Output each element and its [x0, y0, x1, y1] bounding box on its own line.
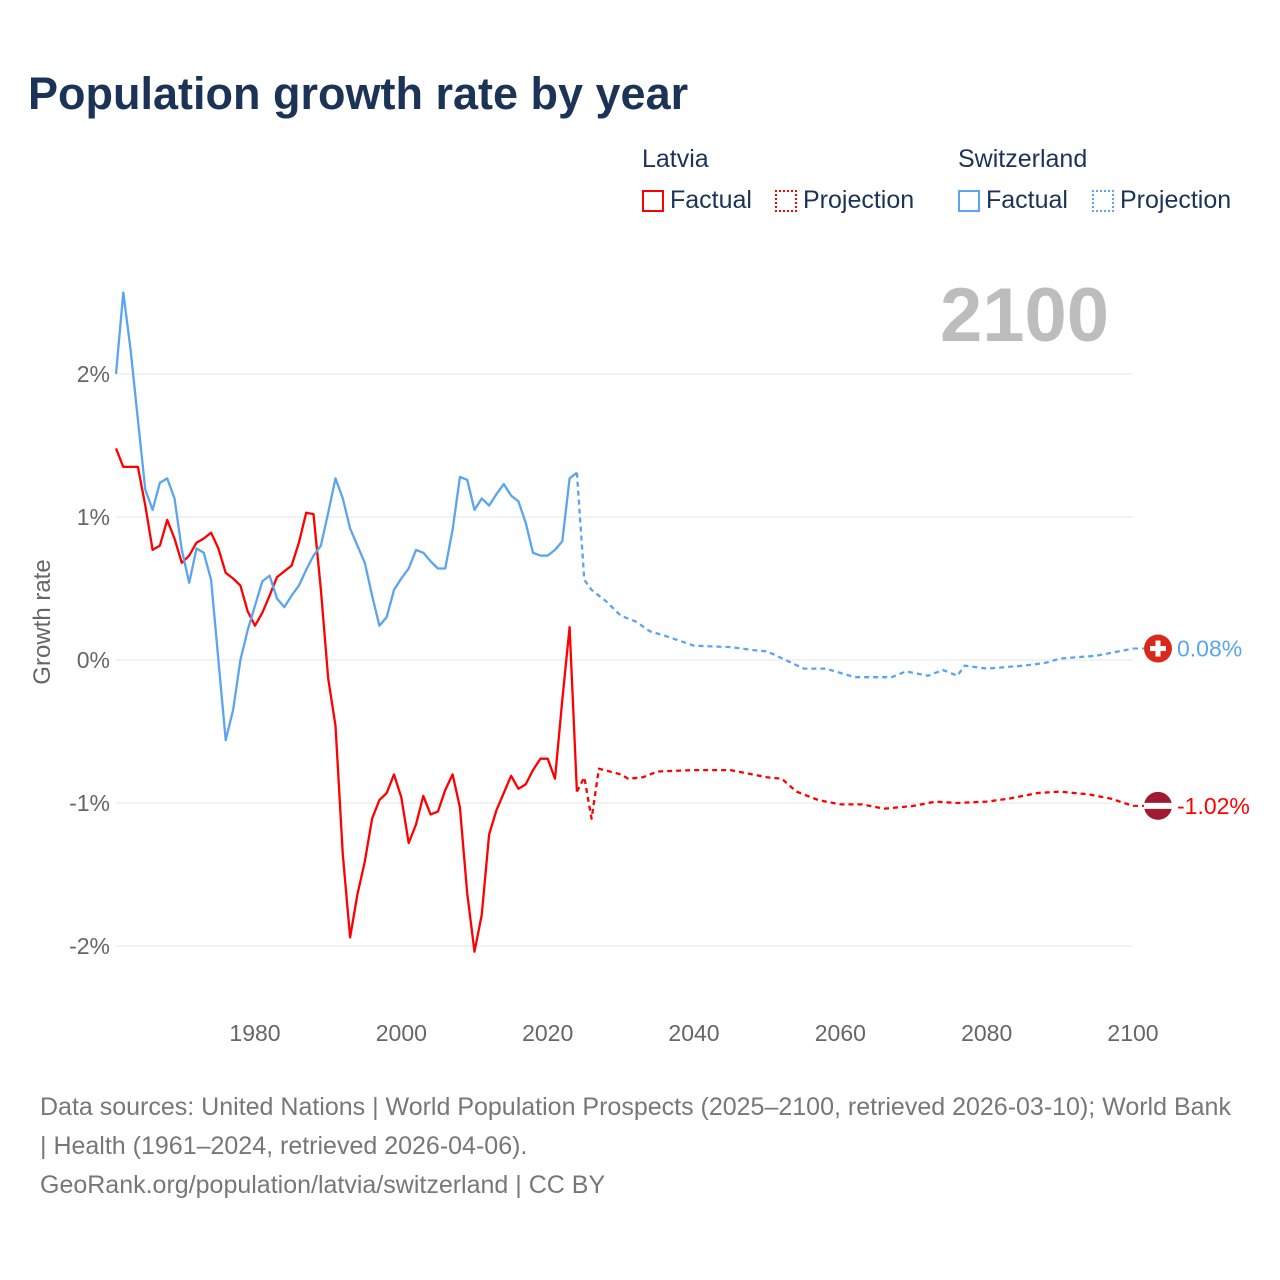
x-tick-label: 1980 — [229, 1020, 280, 1046]
legend-label: Projection — [1120, 186, 1232, 214]
switzerland-factual-line — [114, 291, 578, 742]
y-tick-label: 0% — [77, 647, 110, 673]
page-title: Population growth rate by year — [28, 68, 689, 119]
switzerland-projection-line — [575, 472, 1134, 679]
latvia-factual-line — [114, 447, 579, 953]
y-tick-label: -1% — [69, 790, 110, 816]
legend-latvia-factual[interactable]: Factual — [642, 186, 752, 215]
legend-label: Factual — [986, 186, 1068, 214]
end-value-label: 0.08% — [1177, 636, 1242, 662]
dotted-swatch-icon — [1092, 189, 1114, 212]
solid-swatch-icon — [958, 189, 980, 212]
legend-latvia-projection[interactable]: Projection — [775, 186, 914, 215]
legend-label: Projection — [803, 186, 915, 214]
flag-cross-icon — [1150, 646, 1166, 652]
footer: Data sources: United Nations | World Pop… — [40, 1088, 1240, 1205]
legend-switzerland-factual[interactable]: Factual — [958, 186, 1068, 215]
x-tick-label: 2060 — [815, 1020, 866, 1046]
dotted-swatch-icon — [775, 189, 797, 212]
legend-switzerland-projection[interactable]: Projection — [1092, 186, 1231, 215]
legend-label: Factual — [670, 186, 752, 214]
y-tick-label: 2% — [77, 361, 110, 387]
legend-switzerland-title: Switzerland — [958, 145, 1088, 173]
legend-latvia-title: Latvia — [642, 145, 709, 173]
flag-stripe-icon — [1144, 802, 1172, 809]
x-tick-label: 2020 — [522, 1020, 573, 1046]
current-year-label: 2100 — [940, 273, 1110, 358]
y-axis-label: Growth rate — [29, 559, 56, 684]
x-tick-label: 2080 — [961, 1020, 1012, 1046]
end-value-label: -1.02% — [1177, 793, 1250, 819]
data-sources: Data sources: United Nations | World Pop… — [40, 1093, 1231, 1160]
latvia-projection-line — [575, 767, 1134, 820]
x-tick-label: 2100 — [1107, 1020, 1158, 1046]
y-tick-label: 1% — [77, 504, 110, 530]
x-tick-label: 2000 — [376, 1020, 427, 1046]
source-link[interactable]: GeoRank.org/population/latvia/switzerlan… — [40, 1171, 606, 1199]
y-tick-label: -2% — [69, 933, 110, 959]
x-tick-label: 2040 — [668, 1020, 719, 1046]
solid-swatch-icon — [642, 189, 664, 212]
